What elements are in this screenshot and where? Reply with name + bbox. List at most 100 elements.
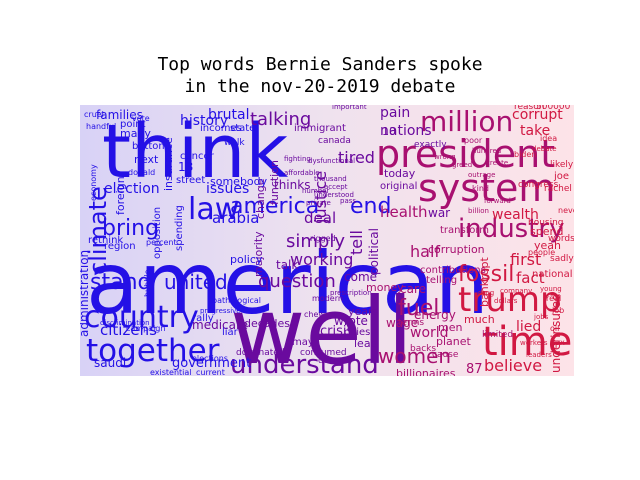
cloud-word-take: take	[520, 123, 550, 139]
cloud-word-arabia: arabia	[212, 209, 259, 227]
cloud-word-wealth: wealth	[492, 207, 539, 223]
cloud-word-likely: likely	[550, 160, 574, 170]
cloud-word-fighting: fighting	[284, 155, 311, 163]
cloud-word-workers: workers	[520, 339, 548, 347]
cloud-word-thinks: thinks	[274, 178, 310, 192]
cloud-word-poor: poor	[464, 136, 483, 145]
cloud-word-rally: rally	[192, 313, 214, 324]
cloud-word-company: company	[500, 287, 532, 295]
cloud-word-liar: liar	[222, 327, 239, 338]
cloud-word-many: many	[120, 127, 151, 140]
cloud-word-majority: majority	[252, 231, 265, 277]
cloud-word-debate: debate	[532, 145, 557, 153]
cloud-word-cause: cause	[432, 350, 459, 360]
cloud-word-private: private	[306, 199, 331, 207]
cloud-word-trump: trump	[458, 280, 562, 320]
cloud-word-pathological: pathological	[212, 296, 261, 305]
cloud-word-system: system	[418, 166, 555, 210]
cloud-word-backs: backs	[410, 344, 436, 354]
cloud-word-rachel: rachel	[544, 184, 572, 194]
cloud-word-outrage: outrage	[468, 171, 495, 179]
cloud-word-saudi: saudi	[94, 356, 126, 370]
cloud-word-prescription: prescription	[330, 289, 372, 297]
cloud-word-america: america	[230, 194, 319, 219]
cloud-word-world: world	[410, 325, 449, 341]
cloud-word-bring: bring	[102, 216, 159, 241]
cloud-word-pain: pain	[380, 105, 410, 121]
cloud-word-cities: cities	[344, 327, 370, 338]
cloud-word-industry: industry	[458, 214, 565, 244]
cloud-word-never: never	[558, 206, 574, 215]
cloud-word-real: real	[546, 294, 561, 303]
cloud-word-think: think	[102, 109, 288, 195]
cloud-word-number: number	[302, 187, 329, 195]
cloud-word-planet: planet	[436, 335, 472, 348]
cloud-word-consumed: consumed	[300, 348, 347, 358]
cloud-word-thousand: thousand	[314, 175, 347, 183]
cloud-word-exactly: exactly	[414, 140, 447, 150]
cloud-word-dysfunctional: dysfunctional	[308, 157, 355, 165]
cloud-word-kind: kind	[472, 184, 489, 193]
cloud-word-come: come	[344, 270, 377, 284]
cloud-word-words: words	[548, 234, 574, 244]
cloud-word-million: million	[420, 105, 513, 138]
cloud-word-question: question	[258, 271, 336, 292]
cloud-word-important: important	[332, 105, 367, 111]
cloud-word-money: money	[366, 281, 404, 294]
cloud-word-decades: decades	[244, 317, 290, 330]
cloud-word-president: president	[376, 132, 555, 176]
cloud-word-dollars: dollars	[494, 297, 518, 305]
cloud-word-people: people	[528, 248, 555, 257]
chart-title: Top words Bernie Sanders spoke in the no…	[157, 54, 483, 97]
cloud-word-87: 87	[466, 362, 483, 376]
cloud-word-war: war	[428, 206, 450, 220]
cloud-word-health: health	[380, 203, 427, 221]
cloud-word-underinsured: underinsured	[549, 293, 563, 373]
cloud-word-justice: justice	[311, 171, 330, 224]
cloud-word-somebody: somebody	[210, 175, 268, 188]
cloud-word-discrimination: discrimination	[100, 319, 150, 327]
cloud-word-yeah: yeah	[534, 239, 561, 252]
cloud-word-handful: handful	[86, 122, 116, 131]
cloud-word-joe: joe	[553, 171, 569, 182]
cloud-word-fossil: fossil	[458, 262, 514, 287]
cloud-word-crisis: crisis	[320, 324, 353, 339]
cloud-word-chew: chew	[304, 310, 325, 319]
cloud-word-walk: walk	[224, 138, 245, 148]
cloud-word-street: street	[176, 175, 205, 186]
cloud-word-fuel: fuel	[398, 296, 439, 321]
cloud-word-believe: believe	[484, 356, 542, 375]
cloud-word-climate: climate	[84, 186, 112, 275]
cloud-word-affordable: affordable	[284, 169, 320, 177]
cloud-word-change: change	[254, 178, 267, 219]
cloud-word-election: election	[104, 181, 160, 197]
cloud-word-original: original	[380, 181, 417, 192]
cloud-word-well: well	[230, 278, 413, 376]
cloud-word-tax: tax	[552, 338, 565, 347]
cloud-word-deal: deal	[304, 209, 336, 227]
cloud-word-economy: economy	[89, 164, 98, 201]
cloud-word-transform: transform	[440, 225, 489, 236]
cloud-word-together: together	[86, 333, 220, 369]
cloud-word-pass: pass	[340, 197, 356, 205]
cloud-word-telling: telling	[426, 275, 457, 286]
cloud-word-foreign: foreign	[114, 176, 127, 215]
cloud-word-existential: existential	[150, 368, 192, 376]
cloud-word-leaders: leaders	[526, 351, 552, 359]
cloud-word-united: united	[164, 270, 228, 294]
cloud-word-canada: canada	[318, 136, 351, 146]
cloud-word-cruel: cruel	[84, 110, 104, 119]
cloud-word-simply: simply	[286, 231, 345, 252]
cloud-word-spend: spend	[530, 225, 563, 238]
cloud-word-stand: stand	[90, 270, 151, 295]
cloud-word-sadly: sadly	[550, 254, 574, 264]
cloud-word-housing: housing	[528, 218, 564, 228]
cloud-word-cancer: cancer	[180, 151, 215, 162]
cloud-word-men: men	[438, 321, 462, 334]
cloud-word-care: care	[400, 282, 426, 296]
cloud-word-drug: drug	[478, 289, 494, 297]
cloud-word-hundred: hundred	[472, 147, 501, 155]
cloud-word-next: next	[134, 153, 159, 166]
cloud-word-dominated: dominated	[236, 348, 285, 358]
cloud-word-elections: elections	[192, 354, 228, 363]
